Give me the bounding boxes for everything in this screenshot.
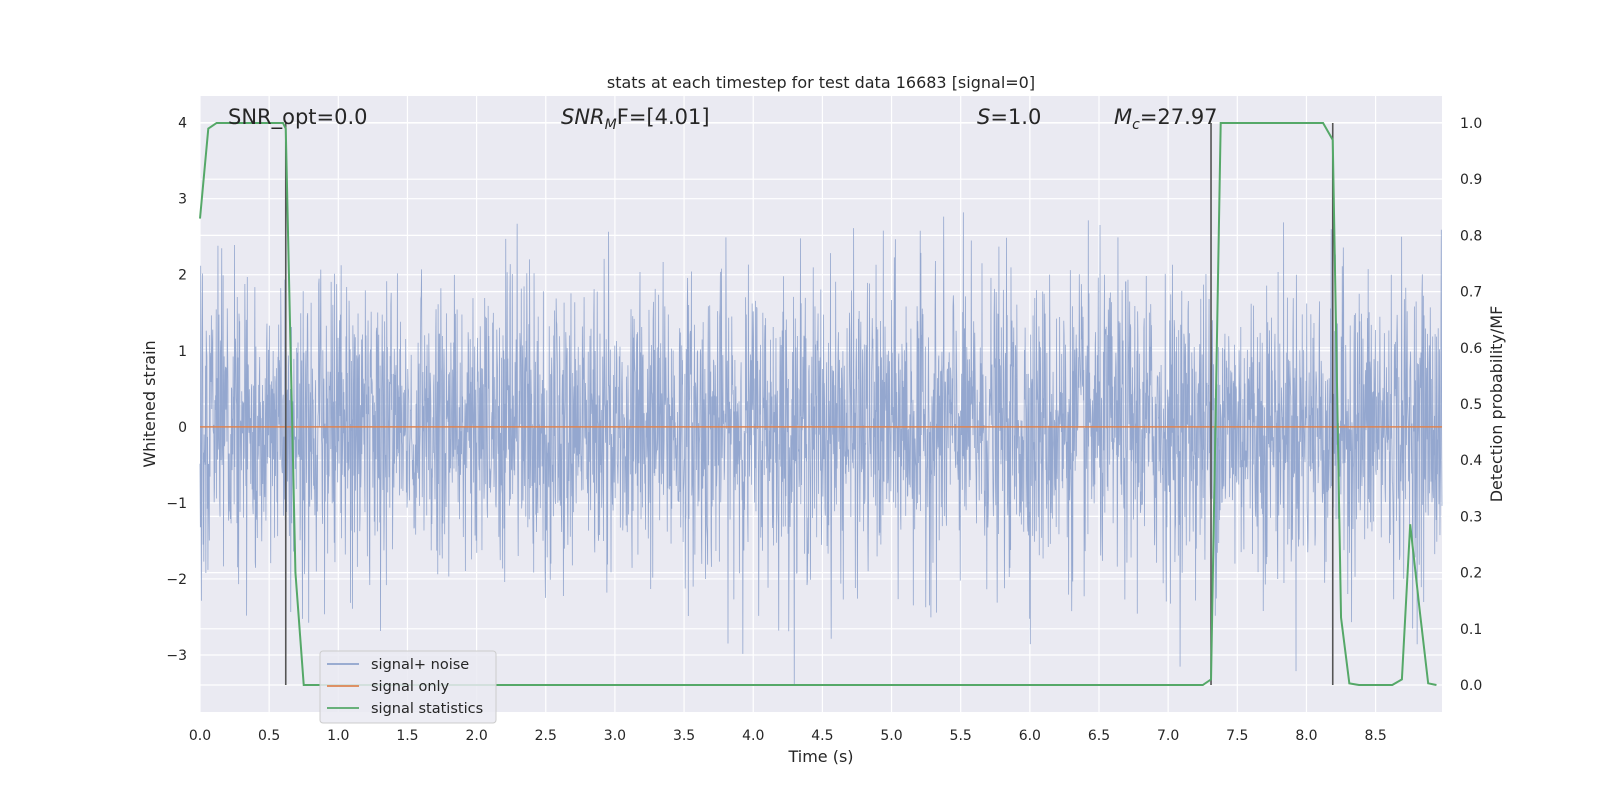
x-tick-label-8: 4.0	[742, 728, 764, 744]
y-right-tick-label-10: 1.0	[1460, 116, 1482, 132]
y-right-tick-label-2: 0.2	[1460, 566, 1482, 582]
y-left-tick-label-2: −1	[166, 496, 187, 512]
signal-noise-trace	[199, 212, 1443, 686]
x-tick-label-1: 0.5	[258, 728, 280, 744]
legend-label-signal-noise: signal+ noise	[371, 657, 469, 673]
snr-mf-subscript: M	[605, 117, 617, 133]
x-tick-label-16: 8.0	[1295, 728, 1317, 744]
signal-statistics-series	[199, 121, 1437, 687]
x-tick-label-3: 1.5	[396, 728, 418, 744]
y-left-tick-label-5: 2	[178, 268, 187, 284]
mc-tail: =27.97	[1140, 105, 1218, 129]
legend-label-signal-statistics: signal statistics	[371, 701, 483, 717]
snr-mf-label: SNRMF=[4.01]	[561, 105, 710, 133]
y-right-tick-label-3: 0.3	[1460, 509, 1482, 525]
y-left-tick-label-1: −2	[166, 572, 187, 588]
y-right-tick-label-1: 0.1	[1460, 622, 1482, 638]
y-right-axis-label: Detection probability/MF	[1487, 306, 1506, 503]
s-stat-tail: =1.0	[990, 105, 1041, 129]
x-tick-label-17: 8.5	[1364, 728, 1386, 744]
y-right-tick-label-7: 0.7	[1460, 285, 1482, 301]
y-left-tick-labels: −3 −2 −1 0 1 2 3 4	[166, 116, 187, 664]
y-left-tick-label-6: 3	[178, 192, 187, 208]
x-tick-label-4: 2.0	[465, 728, 487, 744]
x-tick-label-13: 6.5	[1088, 728, 1110, 744]
snr-opt-label: SNR_opt=0.0	[228, 105, 368, 130]
y-left-tick-label-4: 1	[178, 344, 187, 360]
snr-mf-main: SNR	[561, 105, 605, 129]
x-tick-label-7: 3.5	[673, 728, 695, 744]
y-right-tick-label-5: 0.5	[1460, 397, 1482, 413]
snr-mf-tail: F=[4.01]	[617, 105, 710, 129]
mc-label: Mc=27.97	[1114, 105, 1218, 133]
x-tick-label-0: 0.0	[189, 728, 211, 744]
signal-noise-series	[199, 212, 1443, 686]
y-right-tick-label-9: 0.9	[1460, 172, 1482, 188]
y-right-tick-label-6: 0.6	[1460, 341, 1482, 357]
y-left-tick-label-7: 4	[178, 116, 187, 132]
y-left-tick-label-0: −3	[166, 648, 187, 664]
mc-main: M	[1114, 105, 1132, 129]
chart-title: stats at each timestep for test data 166…	[607, 73, 1035, 92]
x-tick-label-14: 7.0	[1157, 728, 1179, 744]
legend: signal+ noise signal only signal statist…	[319, 650, 497, 724]
x-tick-label-6: 3.0	[604, 728, 626, 744]
x-tick-label-2: 1.0	[327, 728, 349, 744]
y-right-tick-label-4: 0.4	[1460, 453, 1482, 469]
x-axis-label: Time (s)	[787, 747, 853, 766]
s-stat-label: S=1.0	[977, 105, 1041, 129]
y-right-tick-labels: 0.0 0.1 0.2 0.3 0.4 0.5 0.6 0.7 0.8 0.9 1.0	[1460, 116, 1482, 694]
x-tick-label-12: 6.0	[1019, 728, 1041, 744]
x-tick-label-9: 4.5	[811, 728, 833, 744]
s-stat-main: S	[977, 105, 990, 129]
y-right-tick-label-0: 0.0	[1460, 678, 1482, 694]
legend-label-signal-only: signal only	[371, 679, 450, 695]
vertical-markers	[284, 122, 1334, 686]
legend-box	[319, 650, 497, 724]
y-right-tick-label-8: 0.8	[1460, 228, 1482, 244]
y-left-axis-label: Whitened strain	[140, 340, 159, 467]
x-tick-label-10: 5.0	[880, 728, 902, 744]
y-left-tick-label-3: 0	[178, 420, 187, 436]
x-tick-label-15: 7.5	[1226, 728, 1248, 744]
x-tick-label-5: 2.5	[535, 728, 557, 744]
mc-subscript: c	[1132, 117, 1140, 133]
x-tick-label-11: 5.5	[950, 728, 972, 744]
x-tick-labels: 0.0 0.5 1.0 1.5 2.0 2.5 3.0 3.5 4.0 4.5 5.0 5.5 6.0 6…	[189, 728, 1387, 744]
